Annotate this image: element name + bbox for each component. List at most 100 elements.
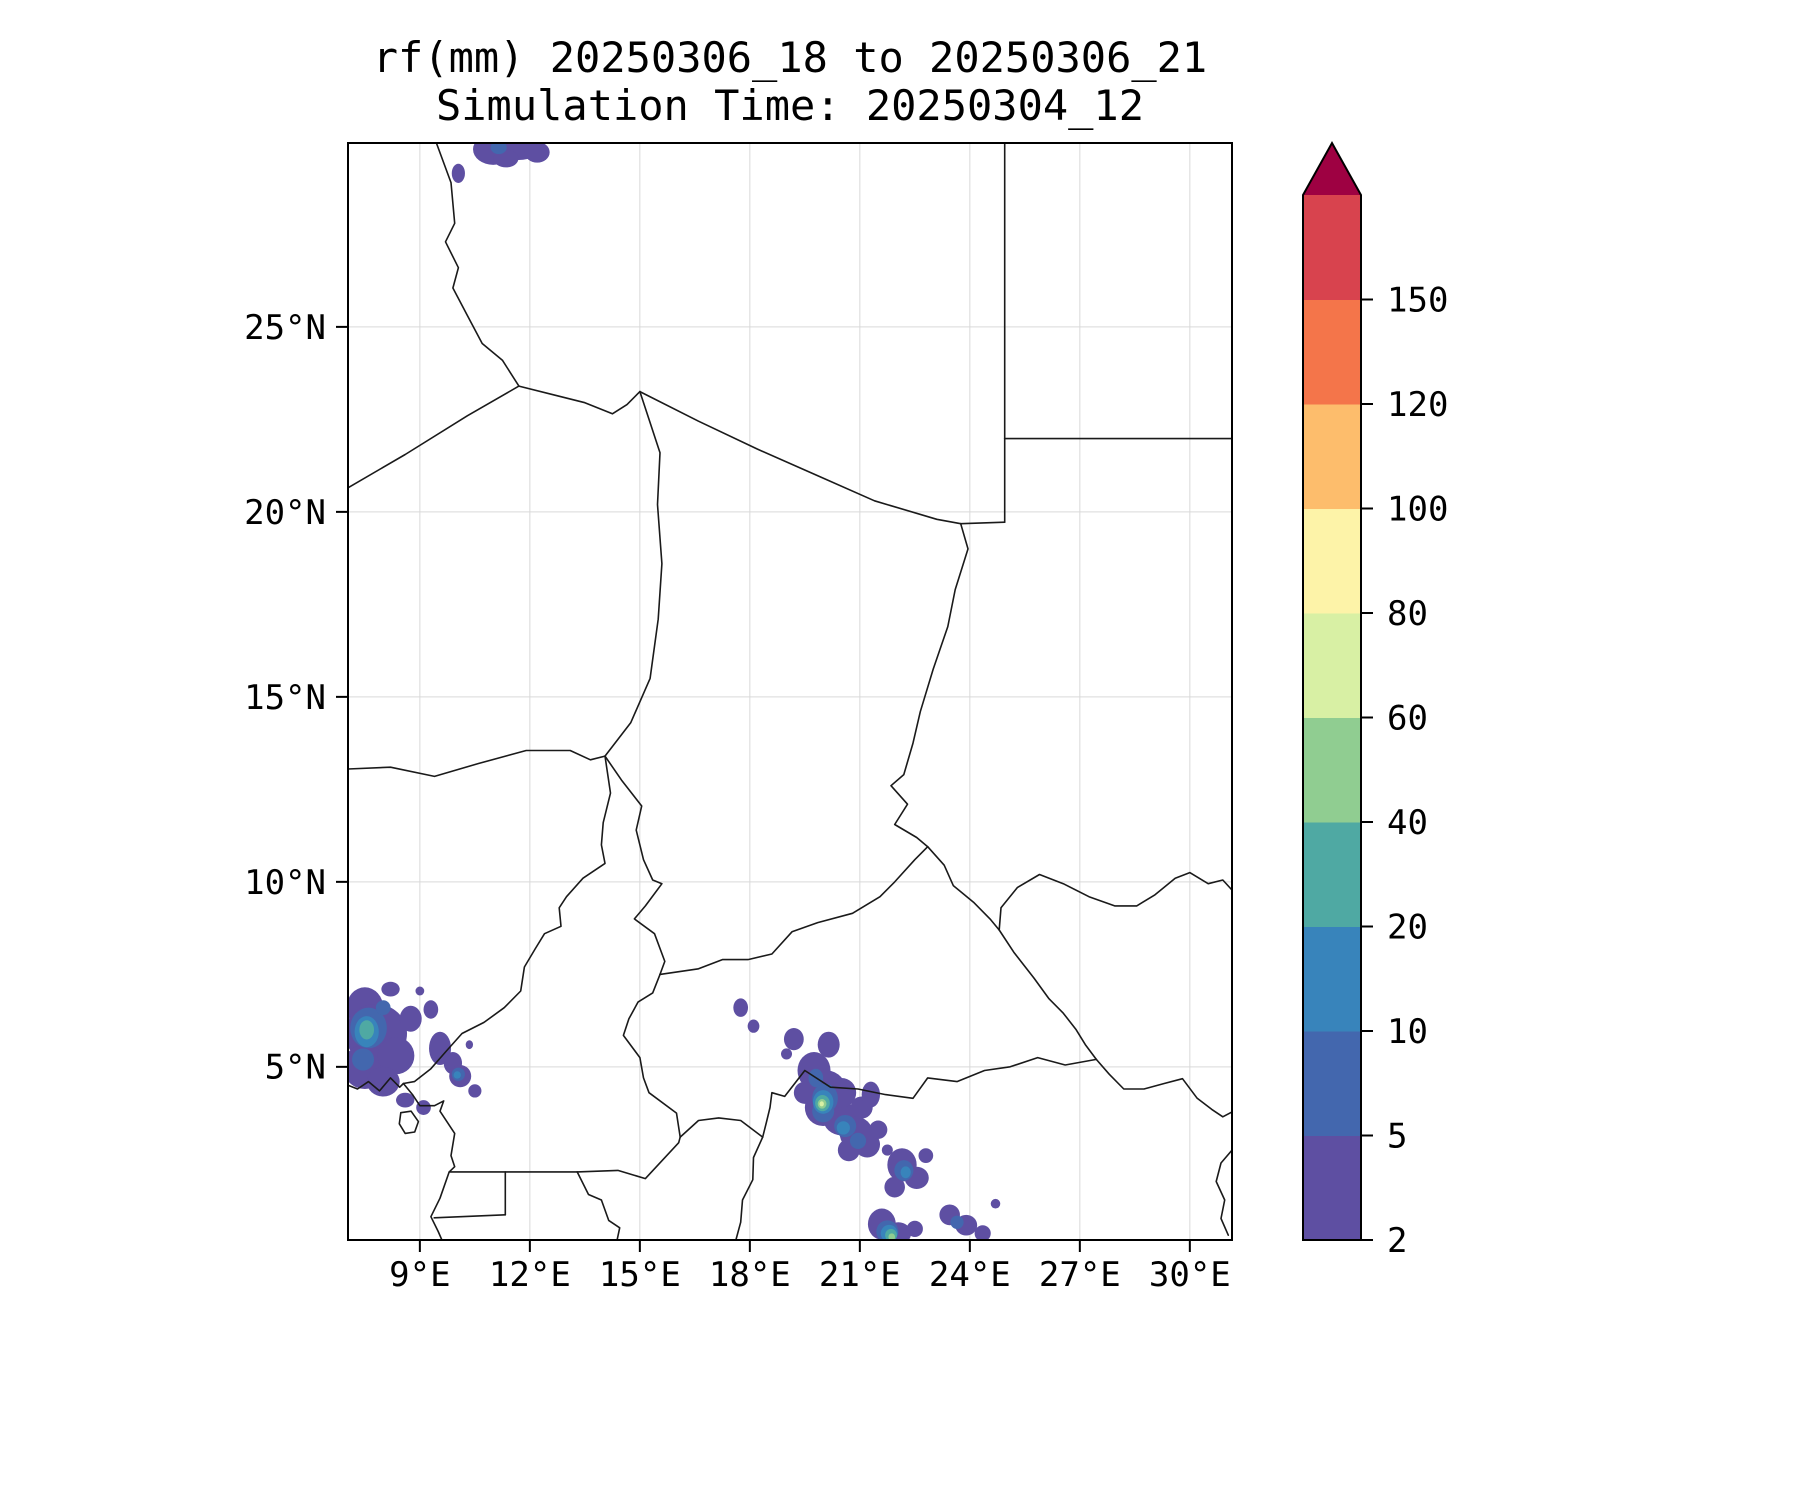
colorbar-tick-label: 2 <box>1387 1221 1407 1261</box>
x-axis-labels: 9°E 12°E 15°E 18°E 21°E 24°E 27°E 30°E <box>389 1255 1231 1295</box>
border-southsudan-drc <box>1095 1058 1232 1118</box>
rain-cell <box>747 1019 760 1033</box>
colorbar-over-arrow <box>1303 143 1361 195</box>
country-borders <box>348 143 1232 1240</box>
rain-cell <box>974 1225 991 1240</box>
border-car-congo <box>679 1117 764 1138</box>
colorbar-outline <box>1302 140 1362 1241</box>
page-subtitle: Simulation Time: 20250304_12 <box>436 81 1144 130</box>
rain-cell <box>359 1020 375 1040</box>
gridlines <box>348 143 1232 1240</box>
colorbar-band <box>1303 508 1361 614</box>
y-tick-label: 5°N <box>265 1048 326 1088</box>
rain-cell <box>352 1048 375 1071</box>
rain-cell <box>861 1081 881 1108</box>
border-coastline-gulf-of-guinea <box>348 1077 456 1240</box>
rain-cell <box>900 1166 911 1179</box>
border-car-drc-ubangi <box>761 1056 1098 1138</box>
colorbar-band <box>1303 717 1361 823</box>
rain-cell <box>451 163 465 183</box>
border-cameroon-congo <box>576 1136 681 1180</box>
colorbar-tick-label: 5 <box>1387 1116 1407 1156</box>
rain-cell <box>888 1233 896 1240</box>
rain-cell <box>781 1048 793 1060</box>
border-nigeria-cameroon <box>402 755 612 1085</box>
rain-cell <box>881 1144 893 1156</box>
rain-cell <box>918 1148 934 1164</box>
rain-cell <box>793 1081 816 1104</box>
border-niger-chad <box>604 390 663 757</box>
x-tick-label: 18°E <box>709 1255 791 1295</box>
x-tick-label: 9°E <box>389 1255 450 1295</box>
colorbar-tick-label: 80 <box>1387 594 1428 634</box>
border-niger-nigeria <box>348 749 606 778</box>
colorbar-band <box>1303 195 1361 300</box>
y-tick-label: 25°N <box>244 308 326 348</box>
x-tick-label: 21°E <box>819 1255 901 1295</box>
border-bioko-island <box>398 1110 420 1135</box>
rain-cell <box>990 1198 1001 1209</box>
colorbar-band <box>1303 299 1361 405</box>
border-cameroon-car <box>622 973 681 1138</box>
border-car-southsudan <box>998 929 1098 1061</box>
colorbar-tick-label: 20 <box>1387 907 1428 947</box>
colorbar-band <box>1303 1135 1361 1241</box>
rain-cell <box>819 1101 824 1107</box>
rain-cell <box>453 1071 461 1079</box>
map-frame <box>347 142 1233 1241</box>
colorbar: 2 5 10 20 40 60 80 100 120 150 <box>1302 140 1448 1261</box>
border-libya-chad <box>639 390 962 525</box>
rain-cell <box>906 1220 923 1238</box>
rain-cell <box>493 149 519 168</box>
rain-cell <box>375 1000 391 1016</box>
border-car-sudan <box>926 845 1000 931</box>
colorbar-band <box>1303 613 1361 718</box>
colorbar-tick-label: 60 <box>1387 698 1428 738</box>
rain-cell <box>416 1100 431 1115</box>
border-algeria-libya <box>435 143 520 387</box>
rain-cell <box>377 1037 415 1075</box>
y-tick-label: 20°N <box>244 493 326 533</box>
border-niger-libya <box>518 385 641 415</box>
colorbar-tick-label: 150 <box>1387 280 1448 320</box>
rain-cell <box>783 1027 804 1051</box>
colorbar-band <box>1303 926 1361 1032</box>
map-plot: 9°E 12°E 15°E 18°E 21°E 24°E 27°E 30°E 5°N 10°N 1… <box>244 142 1233 1295</box>
y-tick-label: 15°N <box>244 678 326 718</box>
rain-cell <box>733 998 749 1017</box>
rain-cell <box>465 1040 474 1050</box>
rain-cell <box>366 1066 400 1097</box>
rain-cell <box>415 986 425 996</box>
rain-cell <box>490 143 507 155</box>
rainfall-contours <box>348 143 1001 1240</box>
colorbar-band <box>1303 822 1361 927</box>
y-axis-labels: 5°N 10°N 15°N 20°N 25°N <box>244 308 326 1088</box>
x-tick-label: 24°E <box>929 1255 1011 1295</box>
rain-cell <box>836 1121 850 1135</box>
border-chad-car <box>659 845 929 976</box>
rain-cell <box>381 981 400 997</box>
x-tick-label: 27°E <box>1039 1255 1121 1295</box>
x-tick-label: 30°E <box>1149 1255 1231 1295</box>
axis-ticks <box>336 325 1191 1252</box>
border-drc-uganda <box>1215 1149 1232 1236</box>
border-congo-drc <box>735 1136 764 1240</box>
colorbar-tick-label: 10 <box>1387 1012 1428 1052</box>
colorbar-tick-label: 40 <box>1387 803 1428 843</box>
colorbar-tick-label: 120 <box>1387 385 1448 425</box>
rain-cell <box>869 1120 888 1139</box>
rain-cell <box>817 1031 840 1058</box>
rain-cell <box>884 1176 905 1198</box>
border-cameroon-chad <box>604 755 666 976</box>
page-title: rf(mm) 20250306_18 to 20250306_21 <box>373 33 1207 82</box>
border-chad-sudan <box>890 522 969 848</box>
colorbar-band <box>1303 404 1361 509</box>
rain-cell <box>423 1000 439 1019</box>
border-eqguinea-south <box>433 1214 507 1219</box>
colorbar-tick-label: 100 <box>1387 489 1448 529</box>
border-chad-sudan-libya-corner <box>959 521 1006 525</box>
x-tick-label: 15°E <box>599 1255 681 1295</box>
